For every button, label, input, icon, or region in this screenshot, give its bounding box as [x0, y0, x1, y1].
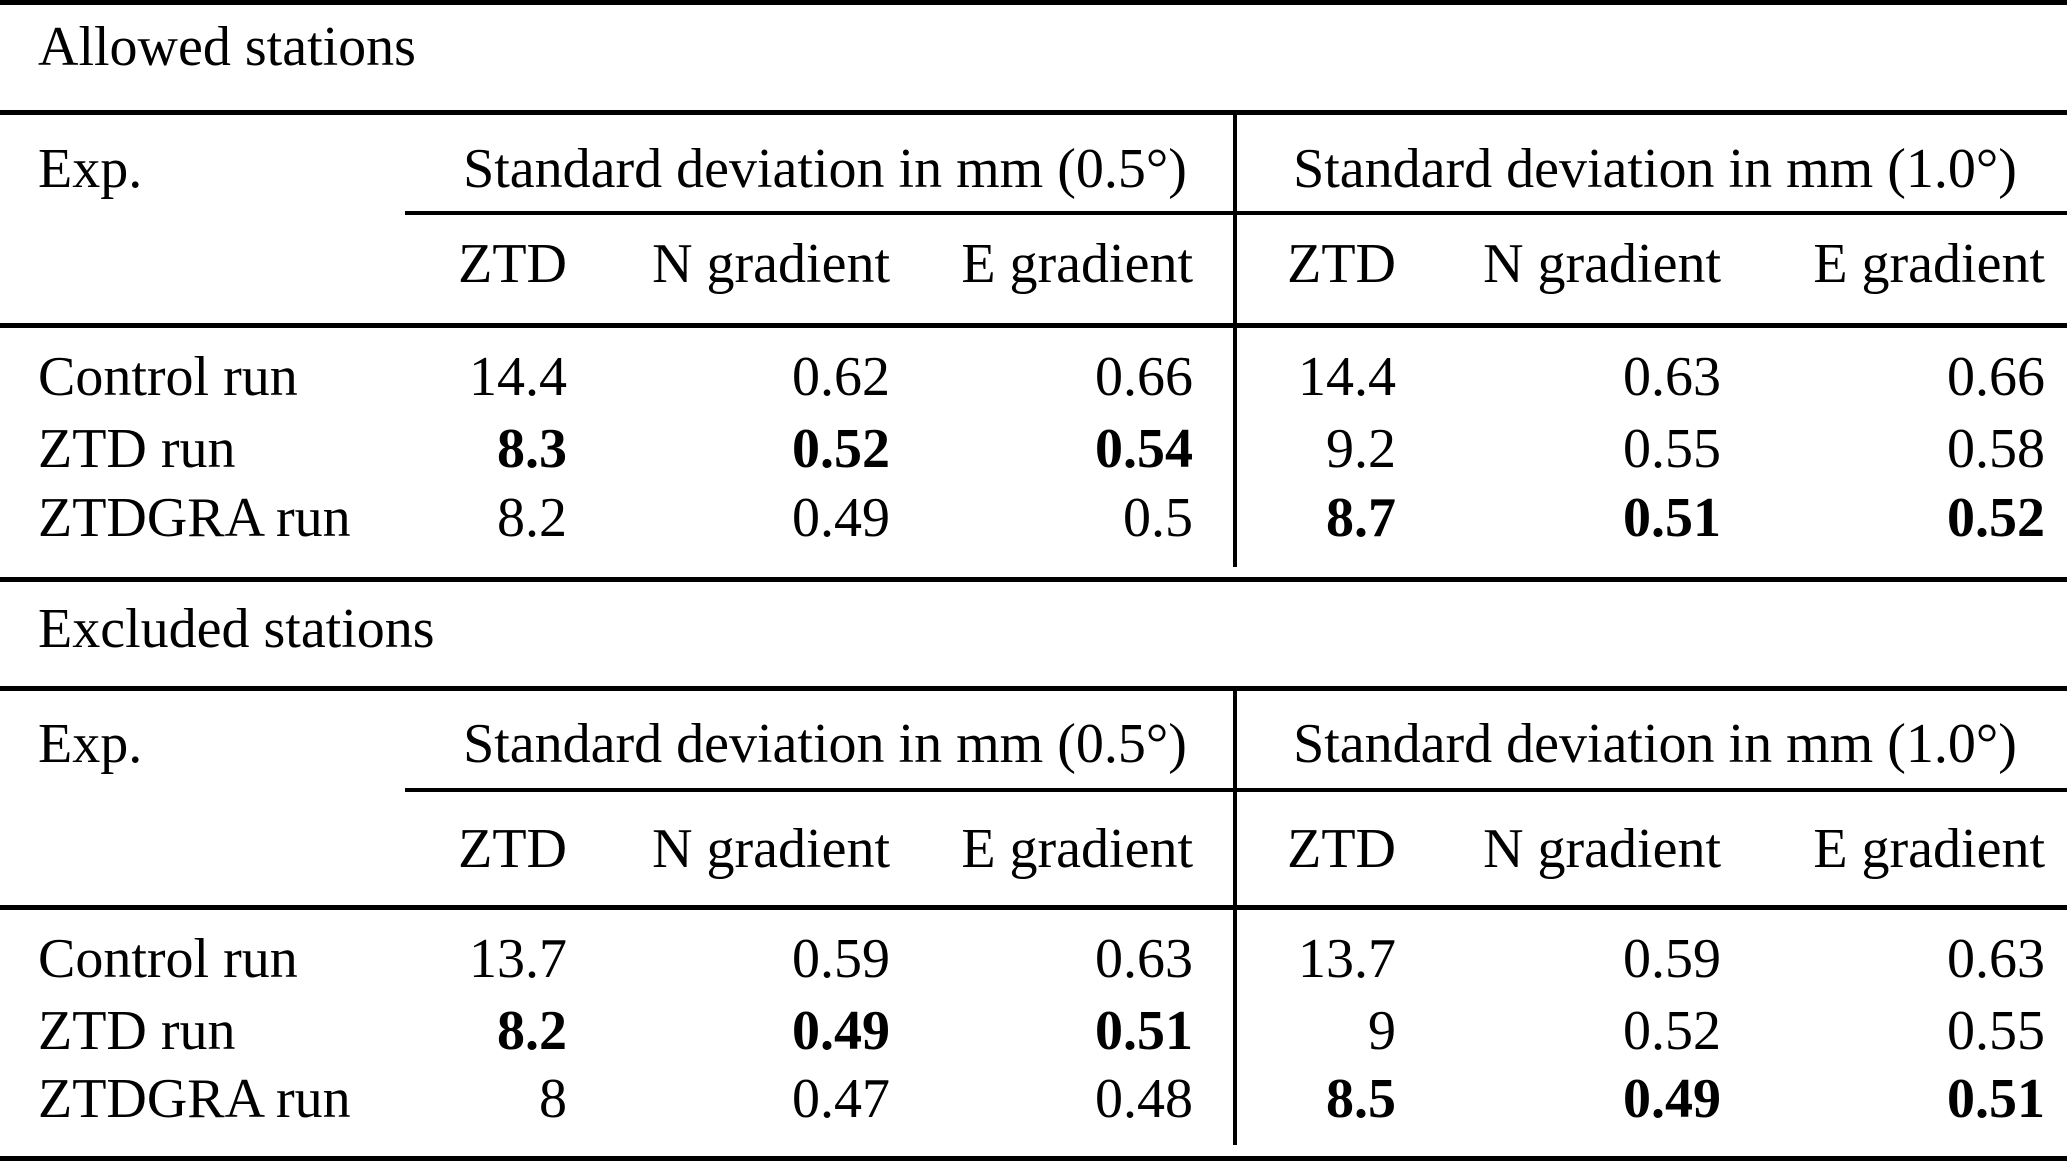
value-cell: 0.63: [1095, 928, 1193, 990]
value-cell: 8.2: [497, 1000, 567, 1062]
table-bottom-rule: [0, 1156, 2067, 1161]
value-cell: 0.49: [792, 487, 890, 549]
row-label: ZTDGRA run: [38, 1068, 351, 1130]
column-header: E gradient: [1813, 818, 2045, 880]
value-cell: 0.51: [1947, 1068, 2045, 1130]
exp-header: Exp.: [38, 138, 143, 200]
column-header: ZTD: [458, 233, 567, 295]
column-header: N gradient: [652, 818, 890, 880]
value-cell: 13.7: [1298, 928, 1396, 990]
header-rule: [0, 110, 2067, 115]
column-header: N gradient: [652, 233, 890, 295]
row-label: ZTD run: [38, 1000, 236, 1062]
value-cell: 8.5: [1326, 1068, 1396, 1130]
value-cell: 8.3: [497, 418, 567, 480]
value-cell: 0.5: [1123, 487, 1193, 549]
group-divider: [1233, 691, 1237, 1145]
value-cell: 0.54: [1095, 418, 1193, 480]
value-cell: 0.66: [1947, 346, 2045, 408]
value-cell: 13.7: [469, 928, 567, 990]
value-cell: 0.66: [1095, 346, 1193, 408]
value-cell: 0.62: [792, 346, 890, 408]
value-cell: 0.63: [1623, 346, 1721, 408]
subheader-rule: [0, 323, 2067, 328]
value-cell: 0.59: [792, 928, 890, 990]
header-rule: [0, 686, 2067, 691]
row-label: Control run: [38, 928, 298, 990]
table-top-rule: [0, 0, 2067, 5]
column-header: E gradient: [1813, 233, 2045, 295]
section-rule: [0, 577, 2067, 582]
group-header: Standard deviation in mm (0.5°): [463, 713, 1187, 775]
section-title: Excluded stations: [38, 598, 435, 660]
value-cell: 0.59: [1623, 928, 1721, 990]
value-cell: 0.52: [1623, 1000, 1721, 1062]
value-cell: 9: [1368, 1000, 1396, 1062]
group-header: Standard deviation in mm (1.0°): [1293, 138, 2017, 200]
exp-header: Exp.: [38, 713, 143, 775]
value-cell: 9.2: [1326, 418, 1396, 480]
value-cell: 8: [539, 1068, 567, 1130]
value-cell: 0.63: [1947, 928, 2045, 990]
column-header: ZTD: [458, 818, 567, 880]
column-header: N gradient: [1483, 818, 1721, 880]
group-divider: [1233, 115, 1237, 567]
value-cell: 14.4: [1298, 346, 1396, 408]
value-cell: 0.49: [1623, 1068, 1721, 1130]
column-header: ZTD: [1287, 818, 1396, 880]
value-cell: 0.51: [1623, 487, 1721, 549]
value-cell: 0.51: [1095, 1000, 1193, 1062]
column-header: E gradient: [961, 818, 1193, 880]
value-cell: 0.49: [792, 1000, 890, 1062]
section-title: Allowed stations: [38, 16, 416, 78]
subheader-rule: [0, 905, 2067, 910]
row-label: ZTD run: [38, 418, 236, 480]
column-header: E gradient: [961, 233, 1193, 295]
column-header: N gradient: [1483, 233, 1721, 295]
value-cell: 8.7: [1326, 487, 1396, 549]
value-cell: 8.2: [497, 487, 567, 549]
value-cell: 0.52: [792, 418, 890, 480]
row-label: ZTDGRA run: [38, 487, 351, 549]
value-cell: 0.55: [1623, 418, 1721, 480]
group-header: Standard deviation in mm (0.5°): [463, 138, 1187, 200]
group-header: Standard deviation in mm (1.0°): [1293, 713, 2017, 775]
value-cell: 0.55: [1947, 1000, 2045, 1062]
value-cell: 0.48: [1095, 1068, 1193, 1130]
value-cell: 0.52: [1947, 487, 2045, 549]
value-cell: 0.58: [1947, 418, 2045, 480]
value-cell: 14.4: [469, 346, 567, 408]
column-header: ZTD: [1287, 233, 1396, 295]
row-label: Control run: [38, 346, 298, 408]
value-cell: 0.47: [792, 1068, 890, 1130]
